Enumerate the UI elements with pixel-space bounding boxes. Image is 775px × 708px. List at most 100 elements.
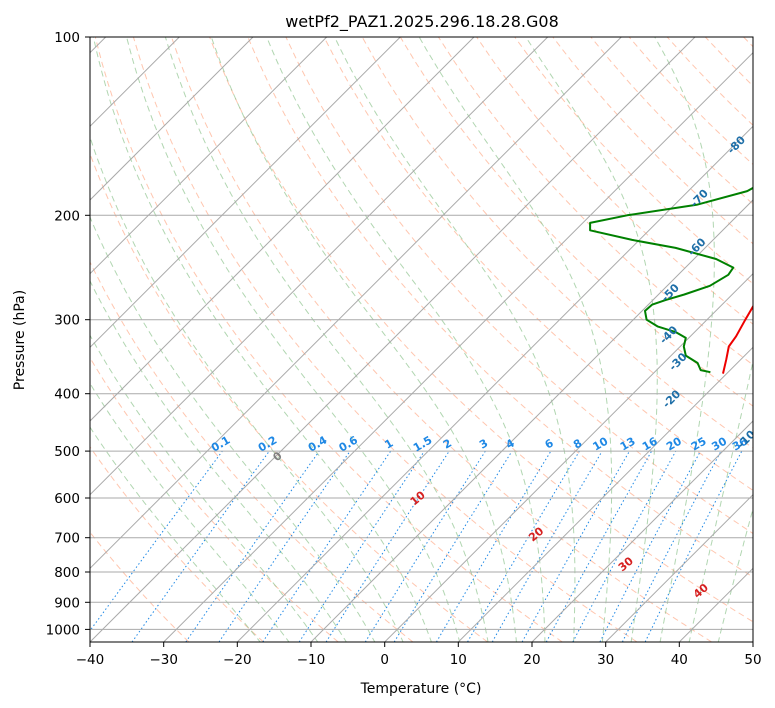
mixing-ratio-line	[572, 450, 677, 642]
dry-adiabats	[90, 37, 753, 642]
isotherm-line	[678, 567, 753, 642]
height-labels: -100-90-80-70-60-50-40-30-20-10	[657, 87, 774, 451]
dry-adiabat-line	[704, 37, 753, 87]
dry-adiabat-line	[90, 446, 264, 642]
mixing-ratio-line	[325, 450, 450, 642]
x-tick-label: 30	[597, 652, 614, 668]
moist-adiabat-line	[418, 37, 613, 642]
y-axis-ticks: 100 200 300 400 500 600 700 800 900 1000	[46, 30, 90, 638]
dry-adiabat-line	[171, 37, 712, 642]
isotherm-line	[90, 37, 549, 496]
isotherm-line	[752, 641, 753, 642]
dry-adiabat-line	[247, 37, 753, 578]
x-tick-label: 10	[450, 652, 467, 668]
y-tick-label: 400	[54, 387, 80, 403]
mixing-ratio-label: 3	[477, 437, 490, 452]
mixing-ratio-line	[435, 450, 552, 642]
moist-adiabat-line	[126, 37, 461, 642]
moist-adiabat-line	[90, 334, 319, 642]
x-axis-label: Temperature (°C)	[360, 681, 482, 697]
y-axis-label: Pressure (hPa)	[12, 290, 28, 390]
moist-adiabat-line	[90, 215, 376, 642]
height-label: -30	[666, 350, 689, 373]
mixing-ratio-label: 4	[504, 436, 517, 451]
mixing-ratio-lines	[90, 450, 743, 642]
dry-adiabat-line	[90, 260, 414, 642]
moist-adiabat-line	[266, 37, 546, 642]
moist-adiabats	[90, 37, 753, 642]
moist-adiabat-line	[334, 37, 576, 642]
isotherm-line	[90, 37, 696, 642]
isotherm-line	[163, 51, 753, 642]
mixing-ratio-label: 2	[441, 437, 454, 452]
mixing-ratio-label: 6	[543, 436, 556, 451]
y-tick-label: 700	[54, 531, 80, 547]
mixing-ratio-line	[90, 450, 223, 632]
isotherm-line	[457, 346, 753, 642]
x-axis-ticks: −40 −30 −20 −10 0 10 20 30 40 50	[76, 642, 762, 668]
y-tick-label: 1000	[46, 622, 80, 638]
dewpoint-line	[589, 186, 753, 374]
isotherm-line	[310, 199, 753, 642]
isotherm-line	[90, 37, 475, 422]
dry-adiabat-line	[90, 531, 190, 642]
moist-adiabat-line	[90, 135, 404, 642]
x-tick-label: 0	[380, 652, 389, 668]
y-tick-label: 500	[54, 444, 80, 460]
dry-adiabat-line	[90, 152, 488, 642]
isotherm-line	[236, 125, 753, 642]
height-label: -80	[725, 133, 748, 156]
moist-adiabat-line	[525, 37, 658, 642]
isotherm-line	[90, 37, 254, 201]
y-tick-label: 200	[54, 208, 80, 224]
dry-adiabat-line	[90, 356, 339, 642]
moist-adiabat-line	[717, 506, 753, 642]
dry-adiabat-line	[94, 37, 563, 642]
y-tick-label: 300	[54, 313, 80, 329]
dry-adiabat-line	[590, 37, 753, 205]
mixing-ratio-line	[545, 450, 653, 642]
isotherm-grid	[90, 37, 753, 642]
mixing-ratio-line	[218, 450, 351, 642]
moist-adiabat-line	[90, 426, 261, 642]
mixing-ratio-line	[298, 450, 425, 642]
dry-adiabat-line	[743, 37, 753, 48]
dry-adiabat-line	[514, 37, 753, 285]
plot-frame	[89, 36, 754, 643]
isotherm-line	[384, 272, 753, 642]
x-tick-label: −30	[149, 652, 178, 668]
y-tick-label: 900	[54, 595, 80, 611]
moist-adiabat-line	[688, 358, 753, 642]
temperature-line	[722, 304, 753, 374]
chart-title: wetPf2_PAZ1.2025.296.18.28.G08	[285, 12, 559, 32]
x-tick-label: 50	[744, 652, 761, 668]
y-tick-label: 600	[54, 491, 80, 507]
x-tick-label: −40	[76, 652, 105, 668]
mixing-ratio-line	[599, 450, 701, 642]
moist-adiabat-label: 20	[526, 524, 546, 544]
dry-adiabat-line	[323, 37, 753, 491]
x-tick-label: 20	[523, 652, 540, 668]
isotherm-line	[605, 493, 753, 642]
height-label: -20	[660, 387, 683, 410]
mixing-ratio-line	[521, 450, 630, 642]
moist-adiabat-label: 40	[691, 581, 711, 601]
moist-adiabat-line	[210, 37, 518, 642]
dry-adiabat-line	[437, 37, 753, 366]
mixing-ratio-line	[131, 450, 270, 642]
profile-series	[589, 186, 753, 374]
moist-adiabat-line	[90, 382, 290, 642]
moist-adiabat-line	[92, 37, 432, 642]
moist-adiabat-label: 30	[616, 554, 636, 574]
mixing-ratio-line	[644, 450, 743, 642]
moist-adiabat-line	[654, 37, 715, 642]
dry-adiabat-line	[132, 37, 638, 642]
plot-area: 0.1 0.2 0.4 0.6 1 1.5 2 3 4 6 8 10 13 16 20 25 30 36 0102…	[90, 37, 774, 642]
isotherm-line	[531, 420, 753, 642]
height-label: -90	[751, 87, 774, 110]
dry-adiabat-line	[285, 37, 753, 535]
mixing-ratio-line	[393, 450, 513, 642]
isotherm-line	[90, 37, 328, 275]
